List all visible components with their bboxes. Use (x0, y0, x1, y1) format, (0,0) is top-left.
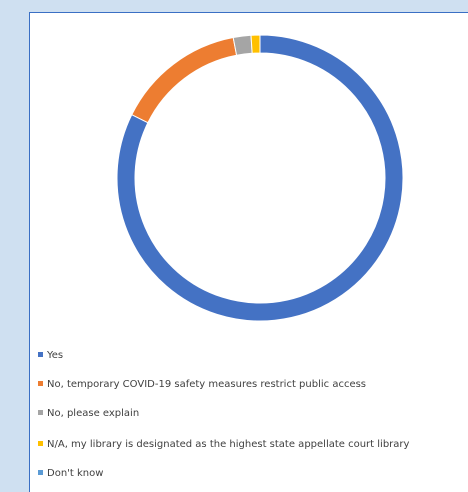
legend-label: N/A, my library is designated as the hig… (47, 439, 410, 450)
donut-segment (232, 34, 253, 56)
legend-swatch (38, 441, 43, 446)
legend-label: No, please explain (47, 408, 139, 419)
legend-label: Don't know (47, 468, 103, 479)
legend-swatch (38, 470, 43, 475)
legend-swatch (38, 410, 43, 415)
legend-swatch (38, 381, 43, 386)
legend-swatch (38, 352, 43, 357)
legend-label: Yes (46, 350, 63, 361)
donut-segment (116, 34, 404, 322)
chart-panel (29, 12, 468, 492)
legend-label: No, temporary COVID-19 safety measures r… (47, 379, 366, 390)
donut-segment (250, 34, 261, 54)
